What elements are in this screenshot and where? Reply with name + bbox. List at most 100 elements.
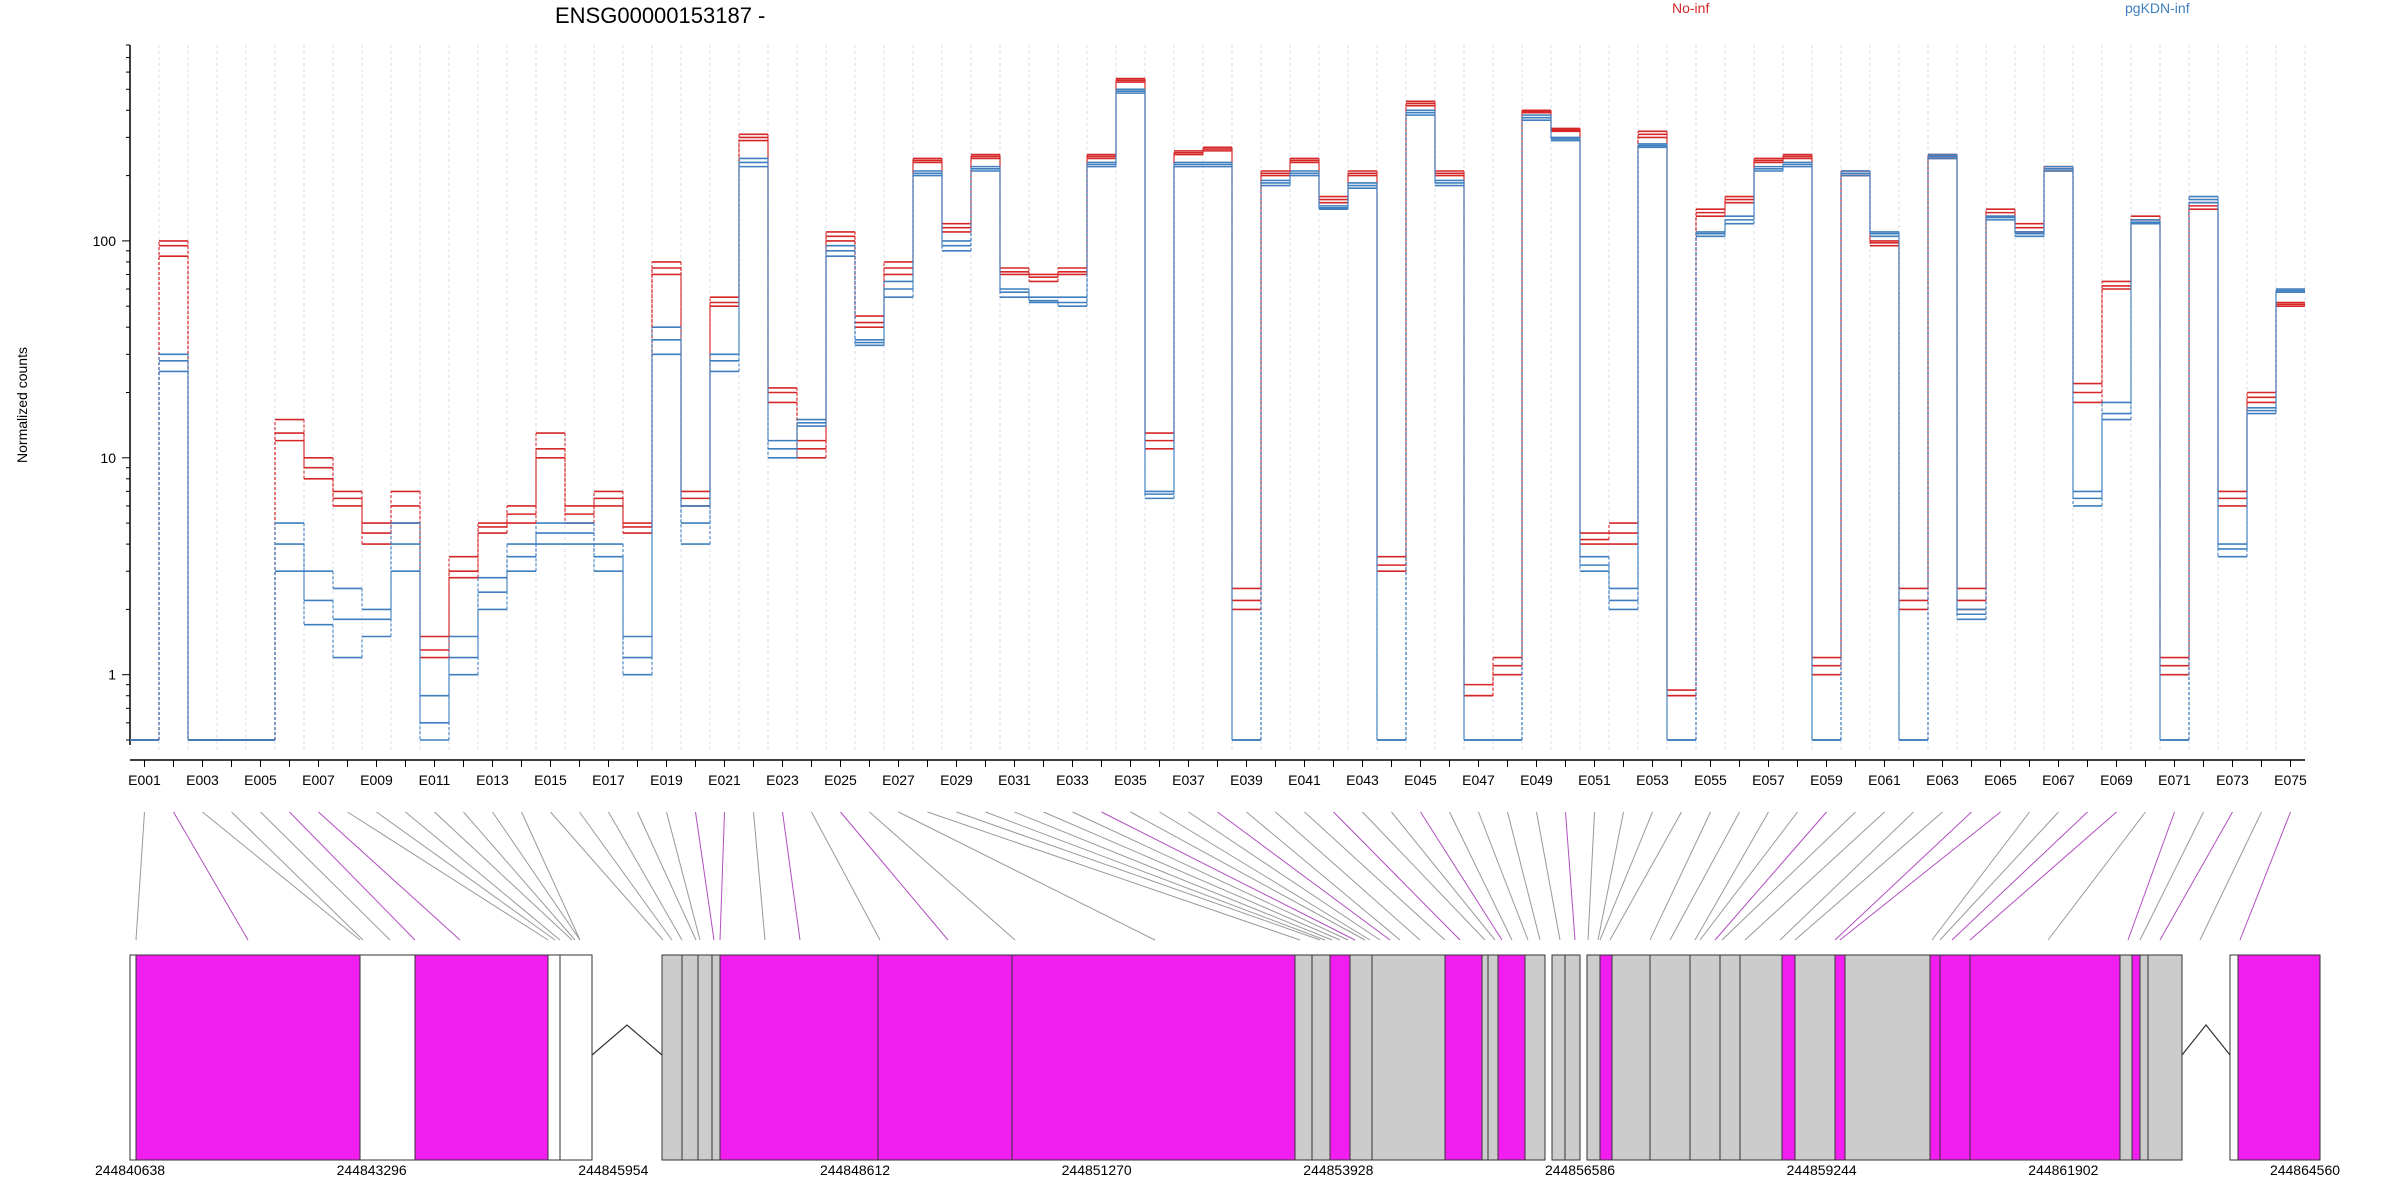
series-pgkdn-inf-4 (130, 92, 2305, 741)
exon-connector (2139, 811, 2204, 941)
genomic-coordinate-label: 244851270 (1062, 1162, 1132, 1178)
exon-block (1311, 954, 1331, 1161)
x-tick-label: E033 (1056, 772, 1089, 788)
x-tick-label: E059 (1810, 772, 1843, 788)
exon-connector (1969, 811, 2117, 941)
exon-block (1371, 954, 1446, 1161)
exon-block (129, 954, 137, 1161)
x-tick-label: E069 (2100, 772, 2133, 788)
exon-connector (1694, 811, 1769, 941)
x-tick-label: E047 (1462, 772, 1495, 788)
exon-block (1611, 954, 1651, 1161)
exon-connector (376, 811, 556, 941)
x-tick-label: E067 (2042, 772, 2075, 788)
x-tick-label: E053 (1636, 772, 1669, 788)
exon-connector (1721, 811, 1856, 941)
series-no-inf-2 (130, 79, 2305, 741)
exon-connector (1839, 811, 2001, 941)
exon-connector (1834, 811, 1972, 941)
genomic-coordinate-label: 244843296 (337, 1162, 407, 1178)
exon-connector (2047, 811, 2146, 941)
exon-connector (1072, 811, 1349, 941)
y-tick-label: 100 (93, 233, 117, 249)
exon-connector (173, 811, 249, 941)
genomic-coordinate-label: 244856586 (1545, 1162, 1615, 1178)
x-tick-label: E017 (592, 772, 625, 788)
exon-connector (2199, 811, 2262, 941)
x-tick-label: E005 (244, 772, 277, 788)
exon-connector (1587, 811, 1595, 941)
exon-block (1481, 954, 1489, 1161)
exon-block (1794, 954, 1836, 1161)
exon-connector (135, 811, 145, 941)
exon-connector (1014, 811, 1333, 941)
exon-connector (782, 811, 801, 941)
x-tick-label: E021 (708, 772, 741, 788)
exon-block (559, 954, 593, 1161)
exon-connector (1939, 811, 2059, 941)
series-no-inf-0 (130, 77, 2305, 741)
x-tick-label: E041 (1288, 772, 1321, 788)
chart-title: ENSG00000153187 - (555, 3, 765, 28)
legend-no-inf: No-inf (1672, 0, 1709, 16)
exon-connector (2159, 811, 2233, 941)
exon-block (1689, 954, 1721, 1161)
exon-connector (695, 811, 715, 941)
genomic-coordinate-label: 244840638 (95, 1162, 165, 1178)
x-tick-label: E061 (1868, 772, 1901, 788)
exon-connector (1478, 811, 1529, 941)
series-pgkdn-inf-3 (130, 88, 2305, 741)
exon-block (135, 954, 361, 1161)
y-tick-label: 1 (108, 667, 116, 683)
exon-block (1929, 954, 1941, 1161)
exon-block (697, 954, 713, 1161)
exon-block (877, 954, 1013, 1161)
exon-connector (521, 811, 581, 941)
gene-model (129, 954, 2321, 1161)
exon-connector (231, 811, 364, 941)
x-tick-label: E049 (1520, 772, 1553, 788)
x-tick-label: E037 (1172, 772, 1205, 788)
x-tick-label: E027 (882, 772, 915, 788)
exon-block (414, 954, 549, 1161)
x-tick-label: E071 (2158, 772, 2191, 788)
exon-connector (2239, 811, 2291, 941)
y-axis-label: Normalized counts (14, 347, 30, 463)
x-tick-label: E051 (1578, 772, 1611, 788)
exon-block (1969, 954, 2121, 1161)
exon-block (1719, 954, 1741, 1161)
exon-block (1844, 954, 1931, 1161)
exon-block (711, 954, 721, 1161)
exon-block (1599, 954, 1613, 1161)
exon-connector (1246, 811, 1401, 941)
exon-connector (434, 811, 573, 941)
exon-connector (1649, 811, 1711, 941)
exon-connector (550, 811, 664, 941)
exon-connector (579, 811, 673, 941)
exon-connector (1159, 811, 1371, 941)
exon-connector (1043, 811, 1341, 941)
genomic-coordinate-label: 244853928 (1303, 1162, 1373, 1178)
exon-connector (898, 811, 1156, 941)
exon-block (1586, 954, 1601, 1161)
exon-connector (1507, 811, 1541, 941)
exon-connector (492, 811, 581, 941)
exon-block (547, 954, 561, 1161)
exon-connector (1188, 811, 1381, 941)
series-no-inf-1 (130, 81, 2305, 741)
legend-pgkdn-inf: pgKDN-inf (2125, 0, 2190, 16)
exon-block (1739, 954, 1783, 1161)
exon-connector (318, 811, 461, 941)
exon-block (2131, 954, 2141, 1161)
exon-connector (1536, 811, 1561, 941)
exon-connector (1565, 811, 1576, 941)
x-tick-label: E001 (128, 772, 161, 788)
exon-connector (869, 811, 1016, 941)
exon-connector (1304, 811, 1446, 941)
exon-block (1349, 954, 1373, 1161)
exon-connector (1362, 811, 1486, 941)
exon-block (1551, 954, 1566, 1161)
x-tick-label: E003 (186, 772, 219, 788)
x-tick-label: E031 (998, 772, 1031, 788)
